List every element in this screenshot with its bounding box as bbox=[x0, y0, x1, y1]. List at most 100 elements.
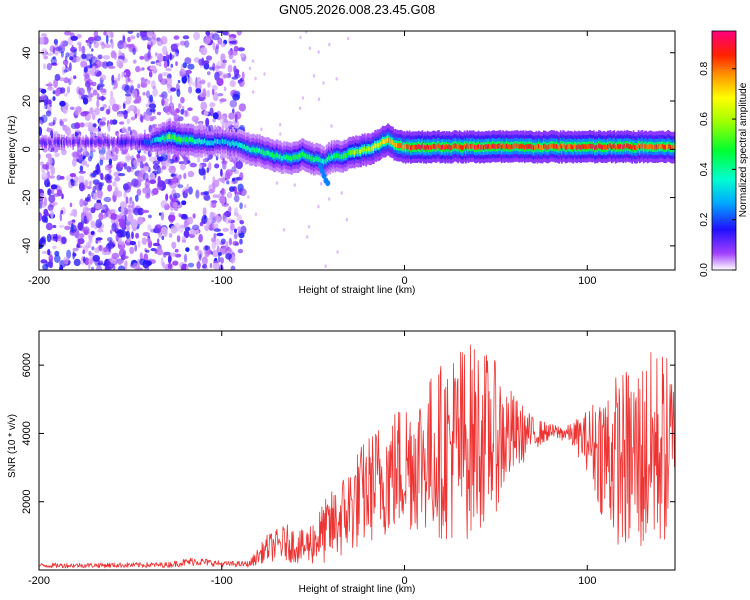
spectrogram-ridge-cell bbox=[665, 144, 668, 150]
colorbar-tick-label: 0.8 bbox=[699, 61, 710, 75]
spectrogram-ridge-cell bbox=[352, 149, 355, 155]
spectrogram-noise-cell bbox=[137, 83, 141, 89]
spectrogram-noise-cell bbox=[79, 201, 83, 208]
spectrogram-noise-cell bbox=[209, 263, 213, 269]
spectrogram-noise-cell bbox=[260, 127, 263, 132]
snr-y-tick-label: 2000 bbox=[21, 489, 33, 513]
spectrogram-ridge-cell bbox=[315, 156, 318, 161]
spectrogram-noise-cell bbox=[239, 238, 243, 245]
spectrogram-ridge-cell bbox=[356, 149, 359, 154]
spectrogram-y-axis-label: Frequency (Hz) bbox=[7, 116, 18, 185]
spectrogram-ridge-cell bbox=[97, 138, 100, 144]
spectrogram-noise-cell bbox=[135, 194, 139, 202]
spectrogram-ridge-cell bbox=[425, 145, 428, 151]
spectrogram-ridge-cell bbox=[622, 144, 625, 150]
spectrogram-noise-cell bbox=[50, 57, 57, 65]
spectrogram-ridge-cell bbox=[42, 138, 45, 144]
spectrogram-ridge-cell bbox=[416, 145, 419, 150]
spectrogram-noise-cell bbox=[222, 246, 226, 253]
spectrogram-noise-cell bbox=[263, 72, 266, 76]
spectrogram-noise-cell bbox=[141, 209, 150, 214]
spectrogram-noise-cell bbox=[199, 164, 203, 170]
spectrogram-ridge-cell bbox=[39, 139, 41, 144]
spectrogram-noise-cell bbox=[205, 31, 211, 36]
spectrogram-noise-cell bbox=[235, 160, 243, 170]
spectrogram-ridge-cell bbox=[72, 139, 75, 145]
spectrogram-noise-cell bbox=[107, 237, 113, 242]
spectrogram-noise-cell bbox=[237, 47, 245, 52]
spectrogram-noise-cell bbox=[46, 103, 51, 110]
spectrogram-noise-cell bbox=[77, 222, 84, 231]
spectrogram-ridge-cell bbox=[46, 138, 49, 144]
spectrogram-ridge-cell bbox=[563, 144, 566, 149]
spectrogram-ridge-cell bbox=[133, 138, 136, 144]
spectrogram-noise-cell bbox=[231, 178, 236, 182]
spectrogram-noise-cell bbox=[48, 175, 55, 179]
spectrogram-noise-cell bbox=[93, 40, 97, 44]
spectrogram-ridge-cell bbox=[572, 145, 575, 151]
spectrogram-noise-cell bbox=[212, 176, 216, 182]
spectrogram-ridge-cell bbox=[623, 143, 626, 149]
snr-series-line bbox=[39, 344, 675, 569]
spectrogram-noise-cell bbox=[124, 93, 132, 97]
spectrogram-ridge-cell bbox=[237, 143, 240, 149]
spectrogram-noise-cell bbox=[147, 50, 151, 59]
spectrogram-ridge-cell bbox=[40, 139, 43, 145]
spectrogram-noise-cell bbox=[96, 85, 100, 91]
spectrogram-noise-cell bbox=[199, 253, 202, 261]
spectrogram-noise-cell bbox=[165, 193, 169, 201]
spectrogram-ridge-cell bbox=[576, 145, 579, 150]
spectrogram-noise-cell bbox=[59, 118, 63, 125]
spectrogram-noise-cell bbox=[236, 214, 242, 222]
spectrogram-ridge-cell bbox=[449, 145, 452, 151]
spectrogram-noise-cell bbox=[201, 57, 205, 66]
spectrogram-ridge-cell bbox=[495, 144, 498, 149]
spectrogram-ridge-cell bbox=[223, 139, 225, 145]
spectrogram-noise-cell bbox=[131, 231, 134, 240]
spectrogram-noise-cell bbox=[72, 247, 79, 252]
spectrogram-noise-cell bbox=[71, 222, 74, 232]
spectrogram-noise-cell bbox=[86, 212, 93, 222]
spectrogram-noise-cell bbox=[90, 56, 98, 64]
spectrogram-ridge-cell bbox=[537, 143, 540, 149]
snr-y-tick-label: 6000 bbox=[21, 353, 33, 377]
spectrogram-ridge-cell bbox=[653, 144, 655, 150]
spectrogram-ridge-cell bbox=[569, 144, 572, 149]
spectrogram-noise-cell bbox=[202, 207, 207, 217]
spectrogram-ridge-cell bbox=[325, 158, 328, 163]
spectrogram-ridge-cell bbox=[165, 134, 168, 140]
spectrogram-ridge-cell bbox=[531, 144, 534, 150]
spectrogram-ridge-cell bbox=[546, 145, 549, 151]
spectrogram-noise-cell bbox=[173, 114, 180, 122]
spectrogram-ridge-cell bbox=[505, 143, 508, 149]
spectrogram-ridge-cell bbox=[671, 145, 673, 151]
spectrogram-noise-cell bbox=[52, 96, 56, 102]
spectrogram-ridge-cell bbox=[401, 143, 403, 149]
spectrogram-noise-cell bbox=[224, 217, 232, 224]
spectrogram-noise-cell bbox=[47, 249, 51, 256]
spectrogram-noise-cell bbox=[233, 45, 239, 52]
spectrogram-ridge-cell bbox=[131, 139, 133, 145]
spectrogram-noise-cell bbox=[99, 159, 104, 166]
spectrogram-noise-cell bbox=[176, 88, 181, 98]
spectrogram-ridge-cell bbox=[266, 150, 269, 156]
spectrogram-ridge-cell bbox=[168, 134, 170, 139]
spectrogram-noise-cell bbox=[92, 127, 99, 133]
spectrogram-noise-cell bbox=[169, 256, 173, 262]
spectrogram-ridge-cell bbox=[586, 144, 589, 150]
spectrogram-noise-cell bbox=[111, 119, 118, 125]
spectrogram-noise-cell bbox=[62, 118, 68, 122]
spectrogram-ridge-cell bbox=[160, 136, 163, 142]
spectrogram-ridge-cell bbox=[374, 143, 376, 149]
spectrogram-ridge-cell bbox=[344, 153, 347, 159]
spectrogram-noise-cell bbox=[236, 31, 243, 36]
spectrogram-noise-cell bbox=[48, 194, 56, 203]
colorbar-tick-label: 0.6 bbox=[699, 112, 710, 126]
spectrogram-noise-cell bbox=[54, 254, 61, 263]
spectrogram-noise-cell bbox=[123, 207, 128, 216]
spectrogram-noise-cell bbox=[247, 195, 250, 199]
spectrogram-noise-cell bbox=[69, 56, 74, 61]
spectrogram-ridge-cell bbox=[79, 139, 82, 145]
spectrogram-noise-cell bbox=[225, 241, 229, 248]
spectrogram-noise-cell bbox=[90, 172, 97, 178]
